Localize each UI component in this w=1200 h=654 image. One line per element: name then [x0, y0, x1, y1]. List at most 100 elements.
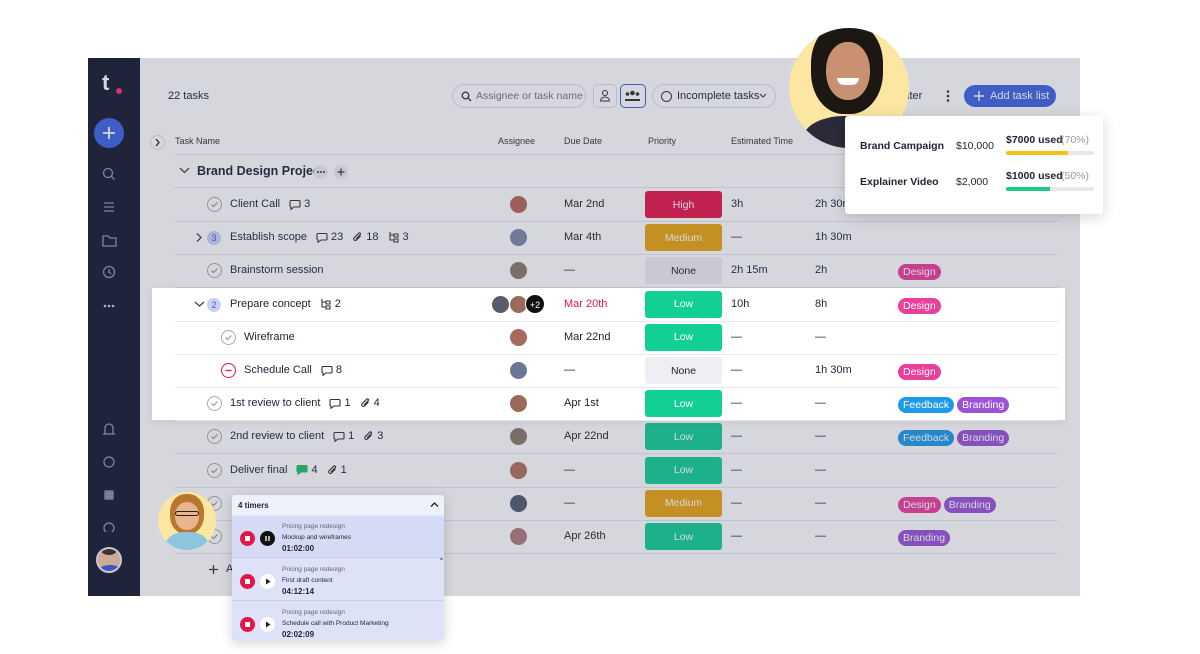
add-task-label[interactable]: A: [226, 563, 234, 575]
task-row: Client Call 3 Mar 2nd High 3h 2h 30m: [0, 188, 1100, 222]
budget-used: $1000 used: [1006, 170, 1063, 182]
everyone-button[interactable]: [620, 84, 646, 108]
attach-icon: [360, 397, 371, 409]
comments-meta: 3: [289, 198, 310, 210]
timers-header: [232, 495, 444, 515]
assignee-avatar: [509, 361, 528, 380]
task-row: — Medium — — Design Branding: [0, 487, 1100, 521]
tracked-time: 2h: [815, 264, 828, 277]
user-avatar[interactable]: [96, 547, 122, 573]
collapse-toggle[interactable]: [150, 135, 165, 150]
add-task-icon[interactable]: [208, 564, 219, 575]
comments-meta: 1: [329, 397, 351, 409]
comments-icon: [289, 199, 301, 210]
tracked-time: —: [815, 430, 826, 443]
tracked-time: —: [815, 496, 826, 509]
more-button[interactable]: [936, 84, 960, 108]
search-box[interactable]: Assignee or task name: [452, 84, 586, 108]
due-date: Mar 2nd: [564, 198, 605, 210]
priority: Low: [645, 390, 722, 418]
assignee-avatar: [509, 394, 528, 414]
timer-task: Schedule call with Product Marketing: [282, 620, 389, 627]
pause-button[interactable]: [260, 531, 275, 546]
task-row: 2nd review to client 1 3 Apr 22nd Low — — Feedb…: [0, 420, 1100, 455]
row-divider: [175, 420, 1058, 422]
complete-toggle[interactable]: [207, 197, 222, 212]
timers-collapse[interactable]: [430, 501, 439, 508]
play-button[interactable]: [260, 574, 275, 589]
task-name[interactable]: Prepare concept: [230, 297, 311, 310]
due-date: —: [564, 463, 575, 476]
task-name[interactable]: 2nd review to client: [230, 430, 325, 443]
tag: Branding: [943, 496, 996, 513]
task-name[interactable]: Schedule Call: [244, 364, 312, 376]
priority: Medium: [645, 489, 722, 517]
task-name[interactable]: Deliver final: [230, 463, 288, 476]
tags: Design: [898, 296, 944, 314]
new-button[interactable]: [94, 118, 124, 148]
estimated-time: —: [731, 364, 742, 376]
budget-amount: $2,000: [956, 176, 989, 188]
comments-meta: 4: [296, 464, 318, 476]
tracked-time: 8h: [815, 297, 828, 310]
timer-time: 02:02:09: [282, 630, 315, 639]
bottom-icons[interactable]: [100, 420, 118, 532]
complete-toggle[interactable]: [207, 462, 222, 478]
task-line: Schedule Call 8: [244, 362, 342, 378]
add-task-list-button[interactable]: Add task list: [964, 85, 1056, 107]
task-name[interactable]: Brainstorm session: [230, 264, 324, 277]
due-date: Mar 20th: [564, 297, 608, 310]
task-line: Wireframe: [244, 329, 295, 345]
stop-button[interactable]: [240, 531, 255, 546]
play-button[interactable]: [260, 617, 275, 632]
subtasks-meta: 3: [388, 231, 409, 243]
complete-toggle[interactable]: [207, 429, 222, 445]
task-name[interactable]: 1st review to client: [230, 397, 321, 410]
blocked-status[interactable]: [221, 363, 236, 378]
subtasks-meta: 2: [320, 298, 341, 310]
task-name[interactable]: Client Call: [230, 198, 281, 210]
attachments-meta: 18: [352, 231, 379, 243]
budget-popup: Brand Campaign $10,000 $7000 used (70%) Expl…: [845, 116, 1103, 214]
expand-toggle[interactable]: [194, 232, 204, 243]
complete-toggle[interactable]: [207, 396, 222, 412]
stop-button[interactable]: [240, 574, 255, 589]
filter-button[interactable]: lter: [907, 90, 923, 102]
tag: Feedback: [898, 430, 955, 447]
logo: t: [102, 70, 110, 95]
task-row: 1st review to client 1 4 Apr 1st Low — — Feedba…: [0, 387, 1100, 422]
expand-toggle[interactable]: [194, 299, 205, 309]
project-add[interactable]: [334, 165, 348, 179]
complete-toggle[interactable]: [207, 263, 222, 279]
attach-icon: [352, 231, 363, 243]
timers-panel: 4 timers Pricing page redesign Mockup and…: [232, 495, 444, 640]
complete-toggle[interactable]: [221, 329, 236, 345]
my-tasks-button[interactable]: [593, 84, 617, 108]
due-date: —: [564, 364, 575, 376]
nav-icons[interactable]: [100, 166, 118, 366]
comments-count: 23: [331, 231, 344, 244]
project-menu[interactable]: [314, 165, 328, 179]
column-header: Estimated Time: [731, 136, 794, 146]
row-divider: [175, 254, 1058, 256]
row-divider: [175, 453, 1058, 455]
extra-assignees: +2: [525, 293, 545, 314]
tracked-time: —: [815, 330, 826, 343]
project-toggle[interactable]: [179, 166, 190, 175]
comments-icon: [316, 232, 328, 243]
task-line: Brainstorm session: [230, 262, 324, 278]
priority: Low: [645, 323, 722, 351]
task-name[interactable]: Wireframe: [244, 330, 295, 343]
row-divider: [175, 353, 1058, 355]
timer-time: 01:02:00: [282, 544, 315, 553]
stop-button[interactable]: [240, 617, 255, 632]
budget-used: $7000 used: [1006, 134, 1063, 146]
task-line: Prepare concept 2: [230, 296, 341, 312]
task-name[interactable]: Establish scope: [230, 231, 308, 244]
timer-project: Pricing page redesign: [282, 566, 345, 573]
estimated-time: 3h: [731, 198, 744, 210]
status-filter[interactable]: Incomplete tasks: [652, 84, 776, 108]
tag: Design: [898, 264, 941, 281]
assignee-avatar: [509, 195, 528, 214]
